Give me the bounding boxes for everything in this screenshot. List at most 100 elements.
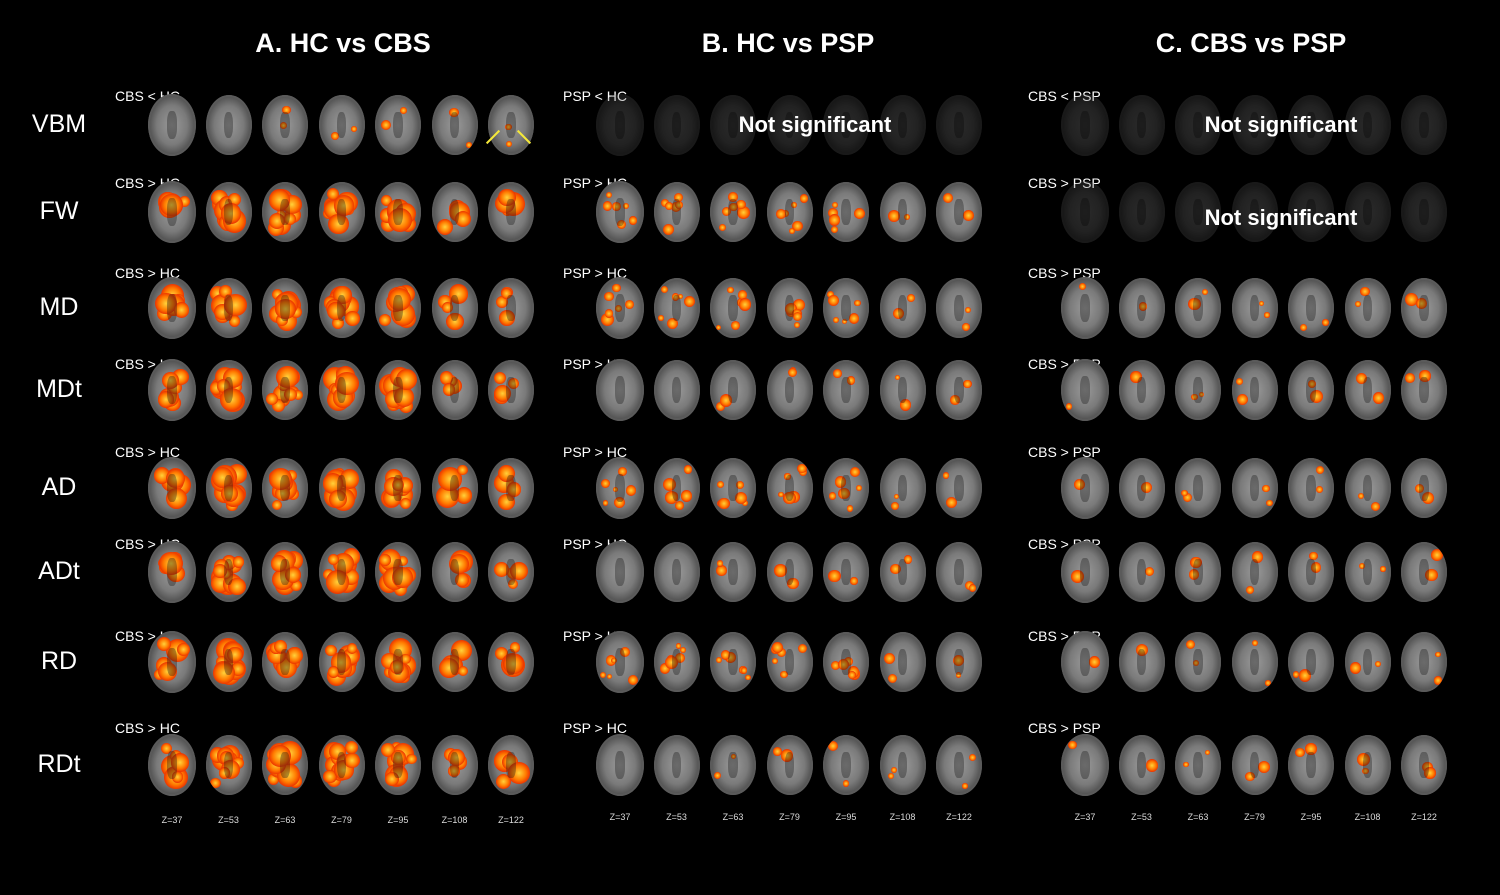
brain-slice	[1344, 458, 1391, 518]
brain-slice	[262, 735, 308, 795]
brain-slice	[1175, 278, 1221, 338]
brain-slice	[262, 632, 308, 692]
brain-slice	[1231, 735, 1278, 795]
activation-blob	[1183, 761, 1189, 768]
activation-blob	[612, 486, 618, 492]
activation-blob	[1201, 288, 1209, 296]
activation-blob	[1362, 768, 1369, 775]
brain-slice	[1118, 542, 1165, 602]
activation-blob	[290, 579, 302, 592]
activation-blob	[771, 657, 778, 665]
slice-label: Z=108	[441, 815, 468, 825]
activation-blob	[1374, 660, 1381, 668]
activation-blob	[602, 500, 609, 506]
activation-blob	[1425, 568, 1438, 582]
activation-blob	[1360, 286, 1370, 297]
activation-blob	[683, 465, 693, 474]
activation-blob	[738, 290, 748, 300]
brain-slice	[766, 735, 813, 795]
brain-slice	[1288, 278, 1334, 338]
activation-blob	[830, 661, 840, 671]
activation-blob	[506, 141, 513, 148]
slice-label: Z=79	[331, 815, 352, 825]
activation-blob	[397, 555, 408, 567]
brain-slice	[596, 359, 644, 421]
slice-label: Z=122	[946, 812, 972, 822]
brain-slice	[488, 182, 534, 242]
brain-slice	[1288, 182, 1334, 242]
activation-blob	[160, 742, 173, 755]
brain-slice	[318, 95, 365, 155]
activation-blob	[734, 491, 748, 505]
activation-blob	[842, 319, 848, 325]
activation-blob	[157, 661, 178, 682]
activation-blob	[827, 290, 835, 298]
activation-blob	[780, 749, 794, 763]
brain-slice	[1231, 542, 1278, 602]
brain-slice	[1288, 458, 1334, 518]
slice-label: Z=108	[1354, 812, 1381, 822]
activation-blob	[1405, 292, 1419, 306]
activation-blob	[832, 316, 839, 324]
activation-blob	[718, 223, 726, 232]
activation-blob	[830, 225, 838, 233]
activation-blob	[775, 208, 786, 219]
brain-slice	[1288, 360, 1334, 420]
brain-slice	[262, 542, 308, 602]
row-label: MD	[39, 293, 79, 321]
activation-blob	[335, 371, 359, 396]
brain-slice	[488, 278, 534, 338]
brain-slice	[766, 278, 813, 338]
activation-blob	[339, 469, 360, 489]
activation-blob	[1298, 669, 1312, 682]
activation-blob	[962, 379, 972, 389]
slice-label: Z=79	[1244, 812, 1265, 822]
brain-slice	[710, 632, 756, 692]
activation-blob	[671, 491, 679, 499]
brain-slice	[1401, 95, 1447, 155]
activation-blob	[888, 772, 895, 779]
activation-blob	[1380, 566, 1386, 572]
activation-blob	[1198, 391, 1204, 397]
contrast-label: CBS < PSP	[1028, 88, 1101, 104]
activation-blob	[1265, 680, 1271, 686]
brain-slice	[1344, 632, 1391, 692]
activation-blob	[612, 283, 621, 293]
brain-slice	[653, 360, 700, 420]
activation-blob	[788, 367, 798, 378]
activation-blob	[714, 771, 722, 780]
activation-blob	[268, 188, 291, 211]
activation-blob	[333, 195, 354, 216]
brain-slice	[431, 182, 478, 242]
activation-blob	[674, 193, 684, 203]
brain-slice	[710, 182, 756, 242]
brain-slice	[431, 360, 478, 420]
brain-slice	[148, 457, 196, 519]
brain-slice	[1401, 735, 1447, 795]
brain-slice	[936, 542, 982, 602]
brain-slice	[879, 542, 926, 602]
activation-blob	[789, 228, 796, 235]
activation-blob	[505, 123, 512, 131]
activation-blob	[719, 394, 733, 407]
activation-blob	[1236, 377, 1244, 386]
activation-blob	[379, 314, 392, 327]
brain-slice	[653, 95, 700, 155]
brain-slice	[710, 458, 756, 518]
activation-blob	[1190, 556, 1202, 569]
brain-slice	[488, 360, 534, 420]
activation-blob	[325, 644, 337, 656]
activation-blob	[683, 296, 695, 308]
activation-blob	[773, 747, 782, 757]
activation-blob	[720, 650, 731, 660]
activation-blob	[1264, 312, 1270, 318]
activation-blob	[745, 674, 751, 681]
activation-blob	[602, 200, 613, 211]
brain-slice	[823, 458, 869, 518]
activation-blob	[1138, 302, 1148, 311]
activation-blob	[666, 318, 679, 330]
contrast-label: PSP > HC	[563, 720, 627, 736]
activation-blob	[628, 216, 638, 225]
brain-slice	[205, 95, 252, 155]
activation-blob	[507, 378, 520, 390]
